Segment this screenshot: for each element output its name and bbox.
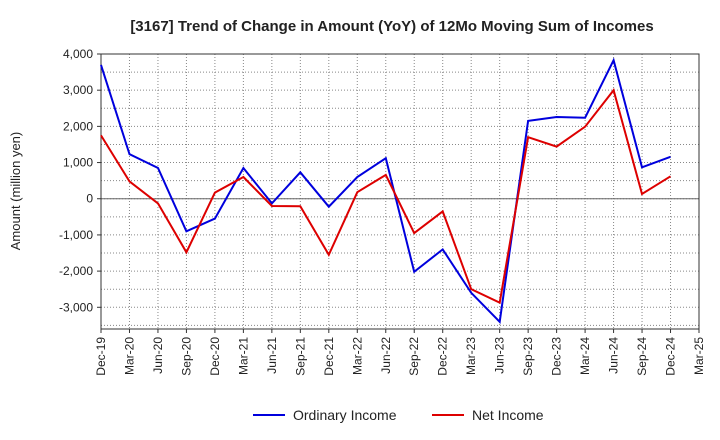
y-tick-label: -1,000 — [59, 228, 93, 242]
grid — [101, 54, 699, 329]
x-tick-label: Mar-22 — [350, 337, 364, 375]
x-tick-label: Sep-21 — [293, 337, 307, 376]
y-tick-label: 1,000 — [63, 156, 93, 170]
x-tick-label: Dec-19 — [94, 337, 108, 376]
x-tick-label: Mar-23 — [464, 337, 478, 375]
legend-label: Net Income — [472, 407, 544, 423]
x-tick-label: Dec-20 — [208, 337, 222, 376]
x-tick-label: Sep-20 — [179, 337, 193, 376]
x-tick-label: Sep-24 — [635, 337, 649, 376]
x-tick-label: Jun-22 — [379, 337, 393, 374]
y-axis-label: Amount (million yen) — [8, 132, 23, 251]
y-tick-label: 2,000 — [63, 119, 93, 133]
x-tick-label: Dec-24 — [664, 337, 678, 376]
y-tick-label: 3,000 — [63, 83, 93, 97]
plot-area — [100, 53, 700, 330]
series-line-ordinary-income — [100, 57, 671, 324]
y-tick-label: -2,000 — [59, 264, 93, 278]
legend-label: Ordinary Income — [293, 407, 397, 423]
x-tick-label: Dec-23 — [550, 337, 564, 376]
y-axis: 4,000 3,000 2,000 1,000 0 -1,000 -2,000 -3,000 — [59, 47, 101, 314]
x-tick-label: Mar-25 — [692, 337, 706, 375]
y-tick-label: 0 — [86, 192, 93, 206]
x-tick-label: Jun-21 — [265, 337, 279, 374]
x-tick-label: Mar-20 — [122, 337, 136, 375]
x-tick-label: Mar-21 — [236, 337, 250, 375]
y-tick-label: 4,000 — [63, 47, 93, 61]
x-tick-label: Jun-23 — [493, 337, 507, 374]
x-axis: Dec-19 Mar-20 Jun-20 Sep-20 Dec-20 Mar-21 Jun-… — [94, 329, 706, 376]
x-tick-label: Sep-23 — [521, 337, 535, 376]
series-line-net-income — [100, 88, 672, 305]
x-tick-label: Jun-24 — [607, 337, 621, 374]
x-tick-label: Dec-21 — [322, 337, 336, 376]
x-tick-label: Mar-24 — [578, 337, 592, 375]
x-tick-label: Jun-20 — [151, 337, 165, 374]
legend: Ordinary Income Net Income — [253, 407, 544, 423]
chart-title: [3167] Trend of Change in Amount (YoY) o… — [130, 18, 653, 35]
x-tick-label: Sep-22 — [407, 337, 421, 376]
x-tick-label: Dec-22 — [436, 337, 450, 376]
y-tick-label: -3,000 — [59, 300, 93, 314]
series-group — [100, 57, 672, 324]
